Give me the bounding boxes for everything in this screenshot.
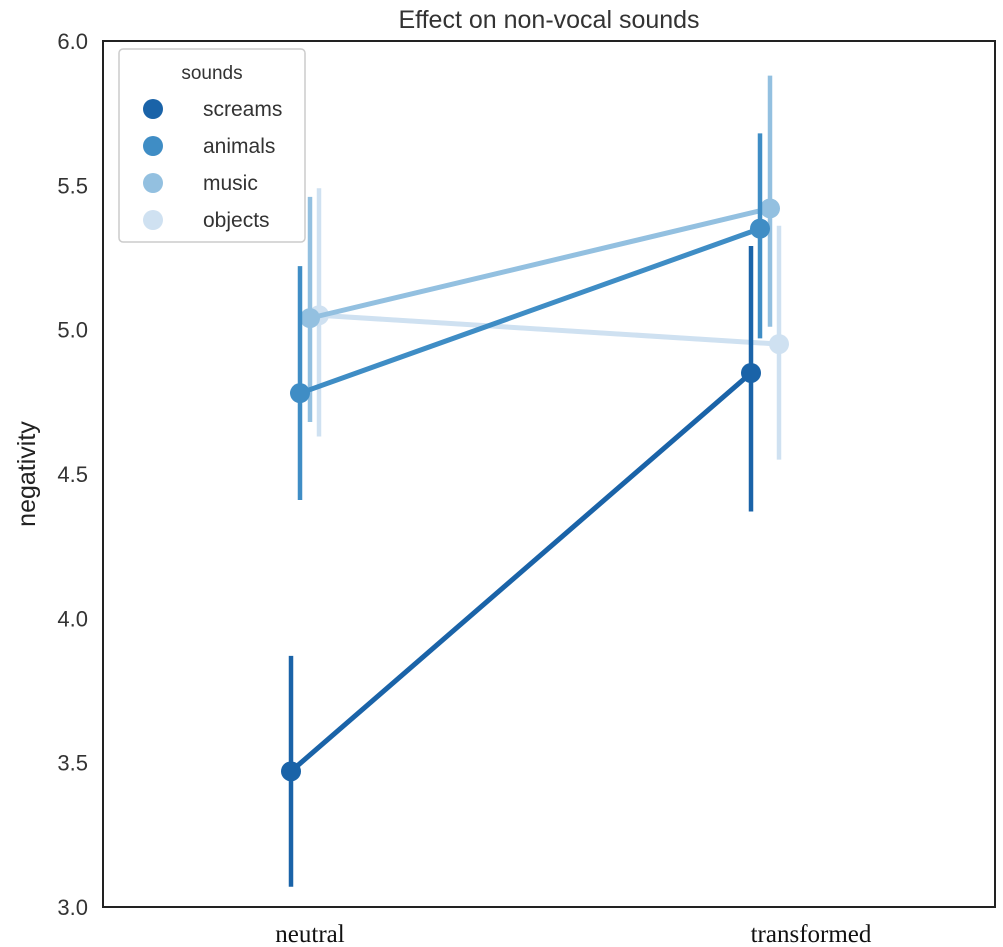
x-tick-label: neutral: [275, 921, 344, 947]
y-tick-label: 4.5: [57, 462, 88, 487]
series-line: [316, 312, 782, 347]
data-point: [281, 761, 301, 782]
legend-marker: [143, 99, 163, 119]
series-line: [307, 205, 773, 321]
plot-frame: [102, 40, 996, 908]
x-tick-label: transformed: [751, 921, 872, 947]
y-tick-label: 5.5: [57, 173, 88, 198]
data-point: [769, 334, 789, 355]
y-ticks: 3.0 3.5 4.0 4.5 5.0 5.5 6.0: [57, 29, 88, 920]
y-axis-label: negativity: [13, 421, 41, 527]
y-tick-label: 4.0: [57, 606, 88, 631]
plot-area: [281, 75, 789, 887]
y-tick-label: 3.5: [57, 751, 88, 776]
legend-item-objects: objects: [203, 209, 270, 232]
data-point: [760, 198, 780, 219]
series-line: [297, 226, 763, 396]
legend-title: sounds: [181, 63, 242, 84]
data-point: [300, 308, 320, 329]
x-ticks: neutral transformed: [275, 921, 872, 947]
series-line: [288, 370, 754, 774]
legend-box: [118, 48, 306, 243]
series-animals: [290, 133, 770, 500]
series-music: [300, 75, 780, 423]
y-tick-label: 3.0: [57, 895, 88, 920]
chart-title: Effect on non-vocal sounds: [398, 6, 699, 34]
legend-marker: [143, 136, 163, 156]
y-tick-label: 6.0: [57, 29, 88, 54]
data-point: [741, 362, 761, 383]
data-point: [750, 218, 770, 239]
legend-item-music: music: [203, 172, 258, 195]
legend: sounds screams animals music objects: [118, 48, 306, 243]
legend-marker: [143, 210, 163, 230]
legend-item-animals: animals: [203, 135, 275, 158]
y-tick-label: 5.0: [57, 318, 88, 343]
legend-item-screams: screams: [203, 98, 282, 121]
series-screams: [281, 245, 761, 887]
series-objects: [309, 188, 789, 460]
legend-marker: [143, 173, 163, 193]
data-point: [290, 383, 310, 404]
